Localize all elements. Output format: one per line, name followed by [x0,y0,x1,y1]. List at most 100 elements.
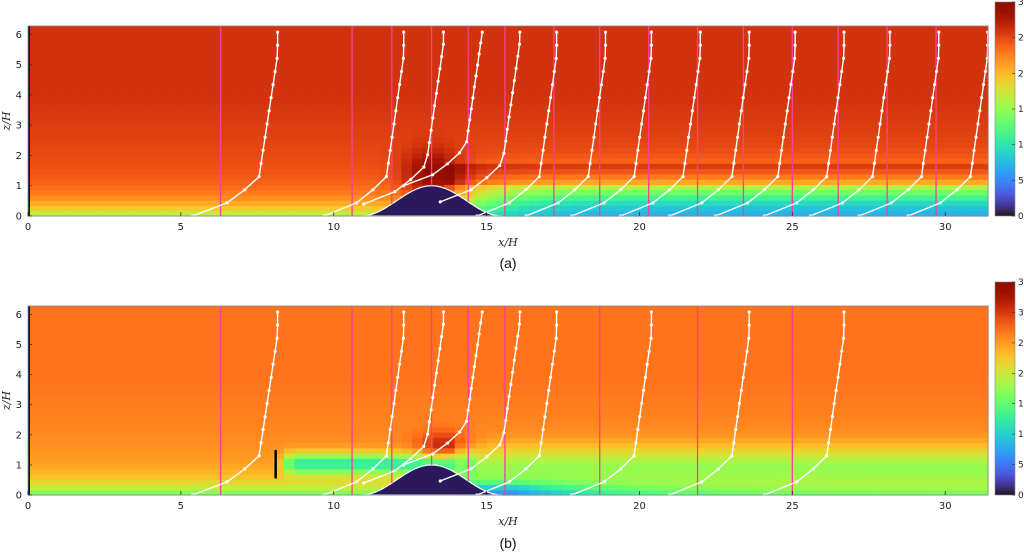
field-cell [977,205,989,212]
field-cell [305,416,317,423]
field-cell [252,99,264,106]
field-cell [689,121,701,127]
field-cell [401,421,413,428]
profile-point [586,175,590,179]
field-cell [977,110,989,117]
field-cell [838,210,850,217]
field-cell [774,126,786,133]
field-cell [209,390,221,396]
y-tick-label: 1 [16,181,22,192]
field-cell [209,31,221,38]
field-cell [433,327,445,333]
field-cell [316,342,328,349]
field-cell [198,121,210,127]
field-cell [81,136,93,143]
field-cell [700,31,712,38]
field-cell [540,173,552,180]
field-cell [166,468,178,475]
field-cell [689,73,701,80]
field-cell [92,99,104,106]
field-cell [518,121,530,127]
field-cell [188,210,200,217]
field-cell [849,147,861,154]
field-cell [241,41,253,48]
field-cell [124,421,136,428]
field-cell [422,379,434,386]
field-cell [625,26,637,32]
field-cell [742,115,754,122]
field-cell [241,78,253,85]
field-cell [294,31,306,38]
field-cell [604,47,616,53]
field-cell [38,416,50,423]
field-cell [817,47,829,53]
field-cell [316,332,328,339]
field-cell [156,474,168,480]
field-cell [401,89,413,96]
field-cell [977,31,989,38]
profile-point [688,122,693,126]
field-cell [678,62,690,69]
field-cell [444,36,456,43]
field-cell [145,163,157,170]
field-cell [230,416,242,423]
field-cell [209,131,221,138]
field-cell [412,374,424,381]
field-cell [156,384,168,391]
field-cell [92,479,104,486]
field-cell [177,484,189,491]
field-cell [412,432,424,438]
field-cell [817,173,829,180]
field-cell [774,41,786,48]
field-cell [806,168,818,175]
field-cell [60,348,72,354]
field-cell [582,115,594,122]
field-cell [838,184,850,191]
field-cell [326,147,338,154]
field-cell [369,41,381,48]
field-cell [817,52,829,59]
field-cell [433,110,445,117]
field-cell [380,126,392,133]
field-cell [273,337,285,344]
field-cell [230,358,242,365]
field-cell [241,489,253,496]
field-cell [92,200,104,207]
field-cell [956,152,968,159]
field-cell [710,179,722,185]
field-cell [902,110,914,117]
field-cell [134,437,146,444]
field-cell [209,189,221,196]
field-cell [732,152,744,159]
field-cell [369,395,381,402]
field-cell [60,89,72,96]
field-cell [604,115,616,122]
field-cell [785,205,797,212]
field-cell [572,110,584,117]
field-cell [284,84,296,90]
field-cell [177,142,189,148]
field-cell [636,168,648,175]
field-cell [209,179,221,185]
field-cell [49,194,61,201]
field-cell [678,115,690,122]
field-cell [945,142,957,148]
field-cell [38,152,50,159]
field-cell [188,479,200,486]
field-cell [305,210,317,217]
field-cell [486,73,498,80]
field-cell [284,179,296,185]
field-cell [625,110,637,117]
field-cell [508,179,520,185]
field-cell [540,157,552,164]
field-cell [582,210,594,217]
field-cell [188,421,200,428]
field-cell [177,152,189,159]
field-cell [785,94,797,101]
field-cell [284,41,296,48]
field-cell [28,353,40,360]
field-cell [209,78,221,85]
field-cell [241,479,253,486]
field-cell [49,99,61,106]
field-cell [934,142,946,148]
